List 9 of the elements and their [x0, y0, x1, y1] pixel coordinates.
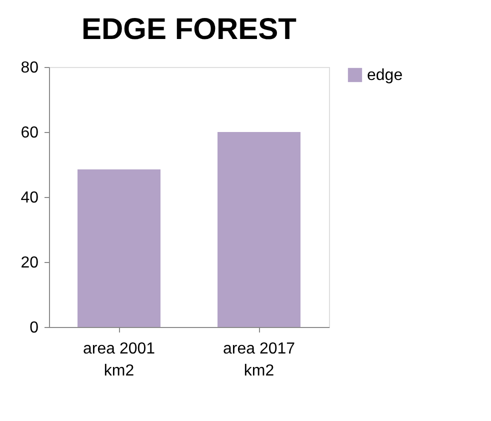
legend-label: edge [367, 67, 403, 84]
y-tick-label: 0 [30, 320, 39, 336]
x-tick-label: area 2001 km2 [82, 340, 156, 380]
y-tick-label: 20 [20, 254, 39, 272]
y-tick-label: 40 [20, 190, 39, 206]
x-tick-label: area 2017 km2 [222, 340, 296, 380]
y-tick-label: 60 [20, 124, 39, 142]
y-tick-label: 80 [20, 60, 39, 76]
chart-title: EDGE FOREST [81, 13, 297, 46]
